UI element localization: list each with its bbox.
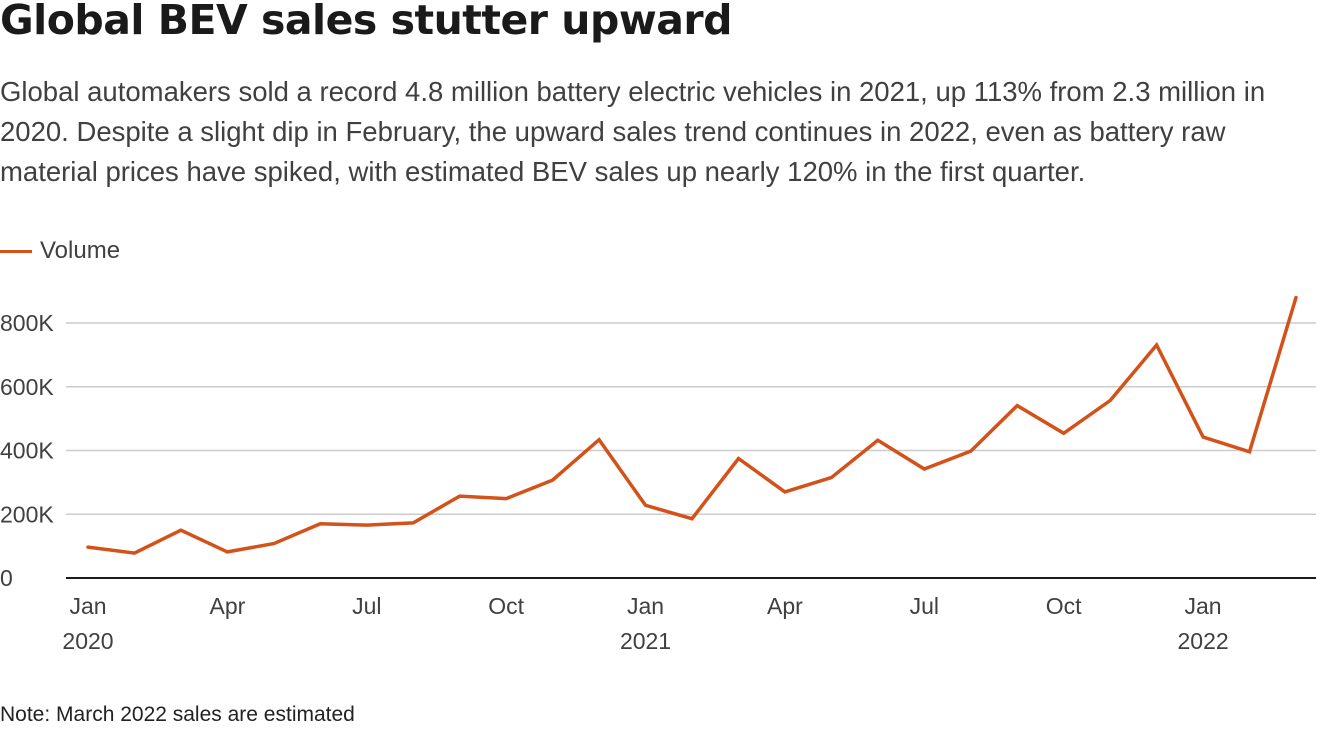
x-tick-label: Apr [767,593,803,619]
x-tick-year-label: 2021 [620,628,671,654]
x-tick-label: Jan [1185,593,1222,619]
legend-label-volume: Volume [40,237,121,264]
y-tick-label: 800K [0,310,54,336]
legend-swatch-volume [0,249,32,253]
x-tick-year-label: 2020 [62,628,113,654]
chart-title: Global BEV sales stutter upward [0,0,732,44]
series-line-volume [86,295,1298,555]
x-tick-label: Jan [69,593,106,619]
x-tick-label: Jul [910,593,939,619]
x-tick-label: Jan [627,593,664,619]
line-chart: 0 200K 400K 600K 800K Jan 2020 Apr Jul Oct Jan 2021… [0,295,1316,654]
x-tick-label: Oct [1046,593,1082,619]
x-tick-label: Apr [209,593,245,619]
y-tick-label: 0 [0,565,13,591]
legend: Volume [0,236,120,266]
x-tick-label: Jul [352,593,381,619]
y-tick-label: 600K [0,374,54,400]
x-tick-year-label: 2022 [1177,628,1228,654]
y-tick-label: 200K [0,501,54,527]
x-tick-label: Oct [488,593,524,619]
chart-note: Note: March 2022 sales are estimated [0,703,355,726]
y-tick-label: 400K [0,438,54,464]
chart-subtitle: Global automakers sold a record 4.8 mill… [0,76,1266,187]
